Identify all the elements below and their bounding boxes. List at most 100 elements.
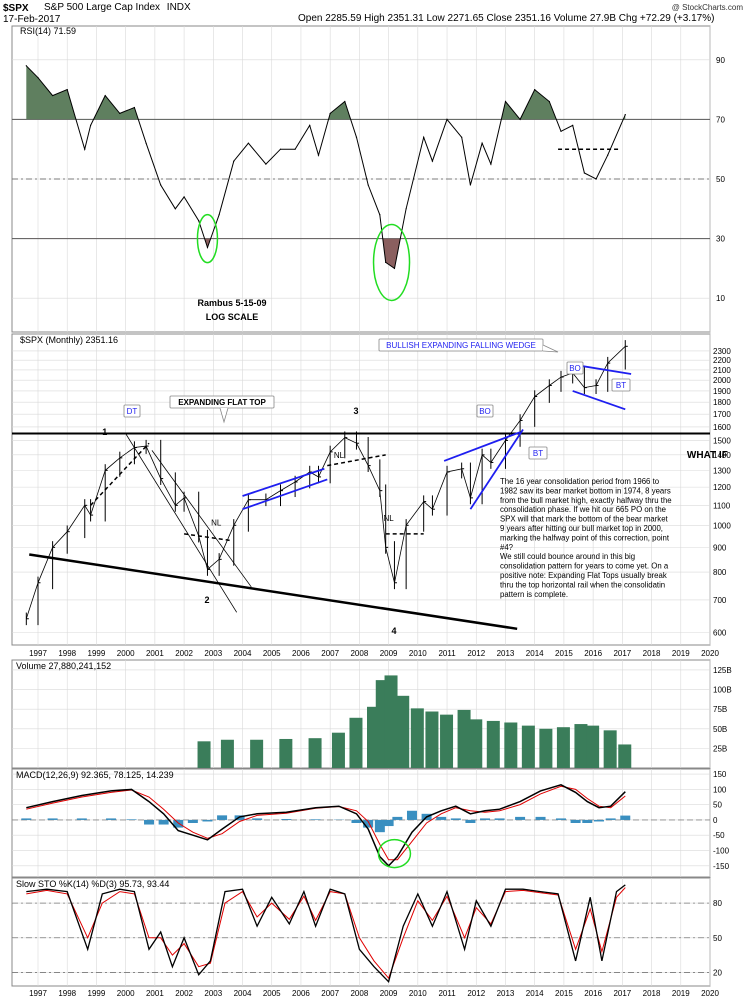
macd-histogram-bar	[126, 819, 137, 820]
macd-histogram-bar	[202, 819, 213, 822]
sto-d-line	[26, 887, 626, 980]
macd-histogram-bar	[465, 819, 476, 823]
blue-channel-bottom	[242, 478, 328, 511]
index-name-text: S&P 500 Large Cap Index	[44, 2, 160, 13]
label-bt-2-box	[611, 378, 631, 392]
label-bullish-wedge: BULLISH EXPANDING FALLING WEDGE	[386, 341, 536, 350]
rsi-point	[233, 160, 235, 162]
price-y-tick: 2200	[713, 356, 731, 365]
volume-bar	[250, 739, 264, 768]
price-y-tick: 2300	[713, 347, 731, 356]
price-legend: $SPX (Monthly) 2351.16	[20, 335, 118, 345]
macd-y-tick: 150	[713, 770, 727, 779]
rsi-y-tick: 10	[716, 294, 725, 303]
x-tick-label: 2010	[409, 989, 427, 998]
price-layer: $SPX (Monthly) 2351.16 DT EXPANDING FLAT T…	[12, 335, 728, 636]
blue-channel-top	[242, 467, 325, 497]
label-pointer	[542, 344, 559, 353]
rsi-point	[84, 148, 86, 150]
rsi-point	[25, 65, 27, 67]
macd-histogram-bar	[144, 819, 155, 825]
x-tick-label: 1999	[88, 989, 106, 998]
rsi-point	[355, 136, 358, 138]
note-line: 9 years after hitting our bull market to…	[500, 524, 663, 533]
label-pointer	[219, 407, 229, 424]
x-tick-label: 2014	[526, 989, 544, 998]
grid	[12, 26, 711, 986]
label-dt-box	[123, 404, 141, 418]
x-tick-label: 2010	[409, 649, 427, 658]
x-tick-label: 2001	[146, 989, 164, 998]
sto-layer: Slow STO %K(14) %D(3) 95.73, 93.44	[12, 879, 710, 983]
volume-bar	[539, 728, 553, 768]
x-tick-label: 2003	[204, 649, 222, 658]
vol-y-tick: 100B	[713, 686, 732, 695]
rsi-y-tick: 70	[716, 115, 725, 124]
macd-y-tick: 100	[713, 785, 727, 794]
rsi-point	[133, 106, 136, 109]
rsi-point	[583, 172, 585, 174]
rsi-point	[89, 124, 92, 126]
chart-date: 17-Feb-2017	[3, 14, 61, 25]
x-tick-label: 2002	[175, 989, 193, 998]
rsi-point	[446, 118, 448, 120]
blue-wedge-lower	[469, 429, 524, 510]
x-tick-label: 2018	[643, 649, 661, 658]
macd-histogram-bar	[480, 818, 491, 820]
macd-histogram-bar	[620, 815, 631, 820]
label-point-3: 3	[354, 406, 359, 416]
rsi-annotation-scale: LOG SCALE	[206, 312, 259, 322]
macd-histogram-bar	[252, 818, 263, 820]
rsi-point	[385, 261, 387, 264]
rsi-point	[534, 89, 536, 91]
label-expanding-flat-top: EXPANDING FLAT TOP	[178, 398, 266, 407]
rsi-point	[560, 130, 562, 132]
rsi-point	[607, 154, 609, 156]
label-point-2: 2	[205, 595, 210, 605]
rsi-point	[174, 208, 176, 210]
x-tick-label: 2015	[555, 649, 573, 658]
x-tick-label: 2001	[146, 649, 164, 658]
vol-y-tick: 25B	[713, 744, 727, 753]
rsi-point	[218, 214, 220, 216]
rsi-point	[469, 184, 472, 186]
x-tick-label: 2020	[701, 649, 719, 658]
channel-line	[125, 433, 238, 613]
x-tick-label: 2014	[526, 649, 544, 658]
macd-y-tick: -50	[713, 831, 725, 840]
x-tick-label: 2018	[643, 989, 661, 998]
price-y-tick: 1000	[713, 521, 731, 530]
rsi-point	[104, 94, 106, 97]
label-bt-1: BT	[533, 449, 543, 458]
label-bt-2: BT	[616, 381, 626, 390]
volume-bar	[469, 719, 483, 768]
vol-y-tick: 50B	[713, 725, 727, 734]
rsi-y-tick: 30	[716, 235, 725, 244]
x-tick-label: 2000	[117, 989, 135, 998]
label-what-if: WHAT IF	[687, 450, 728, 461]
rsi-point	[145, 142, 147, 144]
macd-histogram-bar	[310, 819, 321, 820]
price-y-tick: 1700	[713, 410, 731, 419]
volume-bar	[220, 739, 234, 768]
x-tick-label: 1997	[29, 649, 47, 658]
price-y-tick: 1900	[713, 387, 731, 396]
x-tick-label: 2007	[321, 989, 339, 998]
volume-bar	[396, 695, 410, 768]
macd-histogram-bar	[158, 819, 169, 825]
rsi-circle-2009	[372, 223, 411, 302]
macd-histogram-bar	[106, 818, 117, 820]
macd-histogram-bar	[383, 819, 394, 827]
volume-bar	[308, 738, 322, 768]
volume-bar	[279, 738, 293, 768]
x-tick-label: 2012	[467, 989, 485, 998]
axis-layer: 1997199719981998199919992000200020012001…	[29, 56, 732, 998]
rsi-point	[206, 246, 209, 249]
expanding-bottom-rail	[29, 553, 518, 631]
rsi-point	[519, 118, 521, 120]
macd-histogram-bar	[281, 819, 292, 820]
x-tick-label: 2005	[263, 989, 281, 998]
price-y-tick: 1500	[713, 436, 731, 445]
macd-histogram-bar	[555, 818, 566, 820]
label-bo-1-box	[476, 404, 494, 418]
